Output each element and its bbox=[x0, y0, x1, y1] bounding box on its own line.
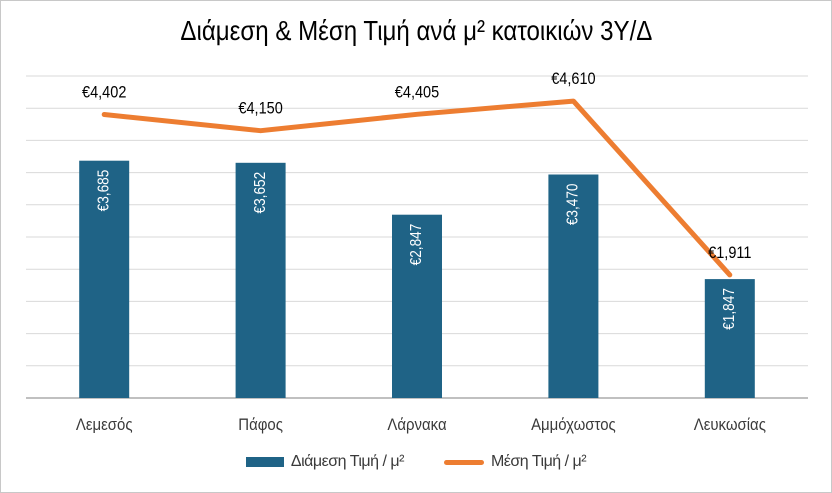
mean-price-line bbox=[101, 98, 733, 278]
line-value-label-0: €4,402 bbox=[82, 84, 126, 102]
bar-4 bbox=[704, 279, 755, 398]
bar-1 bbox=[235, 162, 286, 398]
bar-3 bbox=[548, 174, 599, 398]
chart-title: Διάμεση & Μέση Τιμή ανά μ² κατοικιών 3Υ/… bbox=[1, 15, 831, 47]
chart-title-text: Διάμεση & Μέση Τιμή ανά μ² κατοικιών 3Υ/… bbox=[180, 15, 652, 46]
legend-label-mean-price: Μέση Τιμή / μ² bbox=[490, 453, 587, 470]
line-value-label-4: €1,911 bbox=[708, 244, 751, 262]
category-label-0: Λεμεσός bbox=[76, 416, 133, 434]
bar-0 bbox=[79, 160, 130, 398]
chart-legend: Διάμεση Τιμή / μ² Μέση Τιμή / μ² bbox=[1, 453, 831, 471]
line-value-label-1: €4,150 bbox=[238, 100, 283, 118]
bar-series-swatch-icon bbox=[245, 457, 284, 467]
category-label-3: Αμμόχωστος bbox=[531, 416, 616, 434]
legend-item-median-price: Διάμεση Τιμή / μ² bbox=[245, 453, 405, 471]
line-value-label-3: €4,610 bbox=[551, 70, 596, 88]
legend-item-mean-price: Μέση Τιμή / μ² bbox=[443, 453, 587, 471]
category-label-4: Λευκωσίας bbox=[694, 416, 766, 434]
legend-label-median-price: Διάμεση Τιμή / μ² bbox=[290, 453, 405, 470]
bar-value-label-1: €3,652 bbox=[252, 172, 269, 214]
bar-2 bbox=[392, 214, 442, 398]
bar-value-label-4: €1,847 bbox=[721, 288, 738, 330]
bar-value-label-2: €2,847 bbox=[409, 224, 426, 266]
category-label-1: Πάφος bbox=[238, 416, 283, 434]
bar-value-label-0: €3,685 bbox=[96, 170, 113, 212]
line-series-swatch-icon bbox=[443, 459, 484, 465]
category-label-2: Λάρνακα bbox=[387, 416, 446, 434]
bar-value-label-3: €3,470 bbox=[565, 184, 582, 226]
line-value-label-2: €4,405 bbox=[395, 83, 439, 101]
